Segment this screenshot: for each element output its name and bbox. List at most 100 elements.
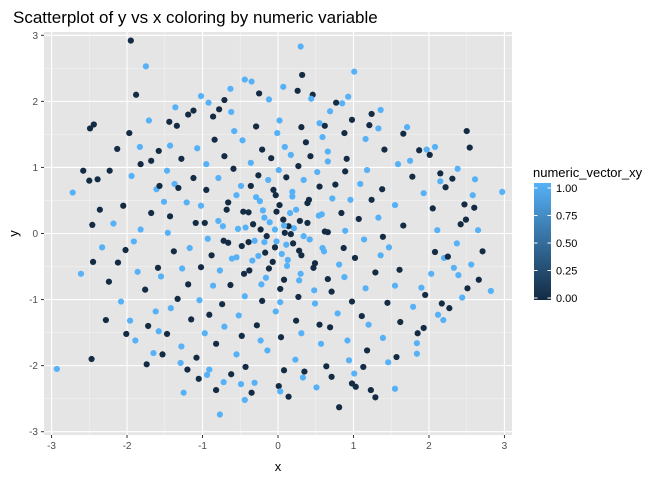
data-point bbox=[253, 194, 260, 201]
data-point bbox=[311, 300, 319, 307]
data-point bbox=[173, 122, 180, 129]
data-point bbox=[391, 385, 399, 392]
data-point bbox=[86, 177, 93, 184]
data-point bbox=[225, 199, 232, 206]
data-point bbox=[231, 127, 238, 135]
data-point bbox=[275, 166, 282, 174]
data-point bbox=[230, 165, 237, 172]
data-point bbox=[172, 104, 179, 111]
data-point bbox=[295, 163, 302, 170]
data-point bbox=[136, 143, 143, 151]
data-point bbox=[409, 173, 416, 180]
legend-colorbar bbox=[534, 183, 551, 300]
data-point bbox=[311, 287, 318, 294]
data-point bbox=[194, 145, 201, 152]
data-point bbox=[206, 311, 213, 318]
data-point bbox=[457, 221, 464, 228]
data-point bbox=[269, 258, 276, 266]
data-point bbox=[208, 252, 215, 259]
data-point bbox=[273, 208, 280, 215]
data-point bbox=[277, 334, 285, 341]
data-point bbox=[228, 371, 235, 378]
data-point bbox=[414, 330, 421, 337]
data-point bbox=[379, 233, 387, 240]
data-point bbox=[166, 142, 174, 149]
data-point bbox=[304, 219, 311, 227]
data-point bbox=[248, 389, 255, 396]
data-point bbox=[301, 368, 308, 375]
data-point bbox=[300, 176, 307, 184]
y-tick-label: -2 bbox=[29, 361, 38, 372]
data-point bbox=[289, 240, 297, 247]
data-point bbox=[296, 277, 303, 284]
data-point bbox=[178, 343, 185, 350]
data-point bbox=[418, 284, 425, 291]
data-point bbox=[293, 317, 300, 324]
x-tick-label: -1 bbox=[198, 441, 207, 452]
data-point bbox=[247, 182, 254, 190]
data-point bbox=[265, 265, 273, 272]
data-point bbox=[233, 192, 240, 199]
data-point bbox=[178, 155, 185, 162]
data-point bbox=[193, 354, 200, 361]
data-point bbox=[342, 227, 349, 234]
data-point bbox=[90, 121, 97, 128]
data-point bbox=[313, 384, 320, 391]
data-point bbox=[306, 236, 313, 243]
y-tick-label: -1 bbox=[29, 295, 38, 306]
data-point bbox=[396, 266, 403, 273]
data-point bbox=[474, 227, 482, 234]
data-point bbox=[283, 262, 291, 269]
data-point bbox=[358, 312, 365, 320]
data-point bbox=[166, 118, 173, 125]
data-point bbox=[276, 117, 283, 124]
data-point bbox=[128, 172, 135, 180]
data-point bbox=[319, 244, 326, 252]
data-point bbox=[273, 238, 280, 245]
data-point bbox=[292, 356, 299, 363]
data-point bbox=[157, 273, 165, 280]
data-point bbox=[449, 175, 456, 182]
data-point bbox=[464, 285, 471, 292]
data-point bbox=[170, 248, 177, 255]
data-point bbox=[268, 155, 275, 162]
data-point bbox=[277, 285, 284, 293]
data-point bbox=[180, 389, 187, 396]
data-point bbox=[246, 267, 253, 274]
data-point bbox=[175, 184, 182, 192]
data-point bbox=[238, 242, 245, 250]
data-point bbox=[197, 264, 205, 271]
data-point bbox=[423, 146, 430, 153]
data-point bbox=[311, 260, 319, 267]
data-point bbox=[329, 195, 336, 202]
data-point bbox=[299, 71, 306, 79]
data-point bbox=[215, 217, 222, 225]
data-point bbox=[143, 361, 150, 368]
data-point bbox=[434, 311, 442, 318]
data-point bbox=[275, 383, 282, 390]
data-point bbox=[391, 282, 399, 289]
data-point bbox=[220, 379, 227, 386]
data-point bbox=[437, 178, 444, 185]
data-point bbox=[336, 404, 343, 411]
data-point bbox=[391, 201, 399, 209]
data-point bbox=[233, 254, 240, 261]
data-point bbox=[420, 324, 427, 332]
data-point bbox=[296, 247, 303, 254]
data-point bbox=[475, 276, 482, 283]
data-point bbox=[429, 205, 436, 212]
data-point bbox=[326, 108, 334, 115]
data-point bbox=[400, 222, 407, 229]
data-point bbox=[96, 206, 103, 213]
data-point bbox=[298, 252, 305, 259]
data-point bbox=[463, 127, 470, 135]
legend-title: numeric_vector_xy bbox=[533, 165, 643, 180]
data-point bbox=[450, 264, 457, 271]
data-point bbox=[384, 299, 391, 306]
data-point bbox=[213, 340, 220, 347]
data-point bbox=[289, 193, 296, 200]
data-point bbox=[295, 293, 302, 301]
x-tick-label: 3 bbox=[502, 441, 508, 452]
data-point bbox=[266, 219, 273, 226]
